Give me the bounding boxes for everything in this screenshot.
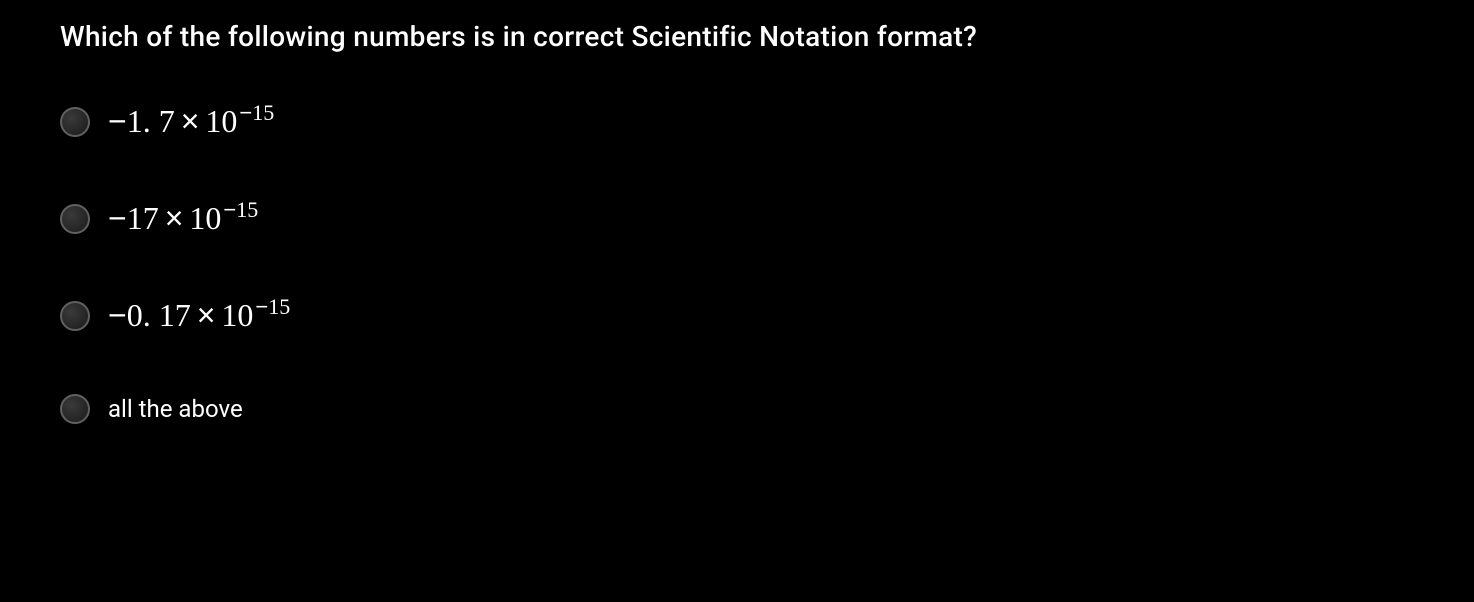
question-text: Which of the following numbers is in cor… [60,20,1414,53]
radio-button-4[interactable] [60,394,90,424]
option-text-2: −17×10−15 [108,200,258,237]
option-3[interactable]: −0. 17×10−15 [60,297,1414,334]
radio-button-1[interactable] [60,107,90,137]
option-text-1: −1. 7×10−15 [108,103,274,140]
option-4[interactable]: all the above [60,394,1414,424]
option-text-4: all the above [108,395,243,423]
option-2[interactable]: −17×10−15 [60,200,1414,237]
radio-button-2[interactable] [60,204,90,234]
option-1[interactable]: −1. 7×10−15 [60,103,1414,140]
option-text-3: −0. 17×10−15 [108,297,290,334]
radio-button-3[interactable] [60,301,90,331]
